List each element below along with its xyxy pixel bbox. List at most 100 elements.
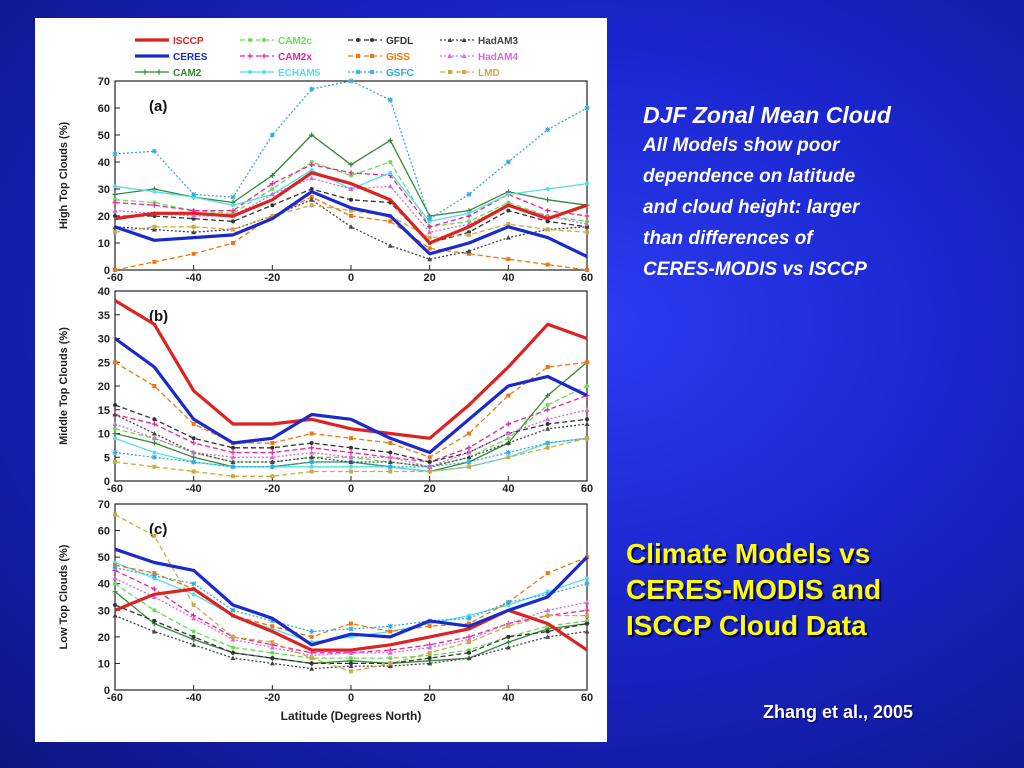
data-point [270,640,275,645]
data-point [231,445,235,450]
data-point [466,615,472,621]
x-tick-label: -40 [186,272,202,284]
data-point [348,459,354,464]
legend-marker [370,38,374,42]
x-tick-label: 0 [348,692,354,704]
data-point [427,455,432,460]
x-tick-label: 60 [581,272,593,284]
series-line-isccp [114,587,588,652]
data-point [466,450,472,455]
data-point [466,445,472,451]
series-hadam3 [112,613,590,671]
x-tick-label: -60 [107,692,123,704]
data-point [427,229,433,235]
data-point [113,426,117,431]
data-point [505,440,511,445]
legend-marker [247,53,253,59]
data-point [231,227,235,232]
data-point [427,235,432,240]
legend-label-hadam3: HadAM3 [478,36,518,47]
x-tick-label: 60 [581,483,593,495]
data-point [349,445,353,450]
data-point [467,431,471,436]
data-point [230,459,236,464]
data-point [231,203,235,208]
data-point [387,243,393,248]
data-point [191,440,197,446]
data-point [112,200,118,205]
data-point [309,464,314,469]
series-isccp [114,171,588,245]
data-point [545,197,551,203]
y-tick-label: 35 [98,310,110,322]
data-point [545,426,551,431]
data-point [348,78,354,84]
legend-marker [261,53,267,59]
data-point [427,256,433,262]
data-point [269,173,275,178]
data-point [467,640,471,645]
data-point [467,621,471,626]
data-point [545,365,550,369]
data-point [427,464,433,469]
data-point [269,464,275,470]
data-point [505,235,511,240]
data-point [270,650,275,655]
series-lmd [113,436,589,479]
data-point [113,602,117,607]
y-tick-label: 50 [98,130,110,142]
series-line-isccp [114,299,588,440]
data-point [427,224,433,230]
data-point [270,203,275,208]
data-point [309,175,315,181]
data-point [231,219,235,224]
data-point [348,186,354,191]
x-axis-label: Latitude (Degrees North) [281,709,422,723]
x-tick-label: 40 [502,272,514,284]
data-point [545,591,551,597]
series-echam5 [113,560,589,645]
legend-marker [447,37,453,42]
data-point [506,192,511,197]
data-point [112,208,118,213]
data-point [584,581,590,587]
data-point [466,191,472,197]
data-point [585,268,589,272]
data-point [191,229,197,235]
data-point [151,421,157,427]
legend-label-echam5: ECHAM5 [278,68,321,79]
data-point [388,469,393,474]
data-point [387,459,393,464]
data-point [545,416,551,422]
data-point [270,474,275,479]
legend-marker [369,69,375,75]
caption-line-2: dependence on latitude [643,166,856,187]
data-point [191,213,197,218]
legend-marker [356,54,360,58]
zonal-mean-cloud-figure: ISCCP CAM2c GFDL HadAM3 CERES CAM2x GISS HadAM4… [58,36,593,723]
data-point [545,571,550,576]
legend-entry-cam2x: CAM2x [240,52,312,63]
data-point [506,393,511,398]
x-tick-label: -20 [264,272,280,284]
data-point [584,607,590,613]
data-point [191,615,197,621]
data-point [427,460,432,464]
data-point [388,656,393,661]
chart-panel-3: 0 10 20 30 40 50 60 70 -60 -40 -20 0 20 40 60 (c) Low To… [58,499,593,723]
data-point [231,650,235,655]
data-point [113,403,117,407]
data-point [309,459,315,465]
data-point [309,656,314,661]
data-point [230,194,236,200]
data-point [388,170,393,175]
data-point [151,586,157,592]
data-point [466,248,472,254]
legend-marker [248,38,252,42]
data-point [309,86,315,92]
data-point [191,224,196,229]
legend-label-cam2c: CAM2c [278,36,312,47]
series-hadam4 [112,407,590,469]
data-point [152,618,157,623]
legend-label-gfdl: GFDL [386,36,413,47]
